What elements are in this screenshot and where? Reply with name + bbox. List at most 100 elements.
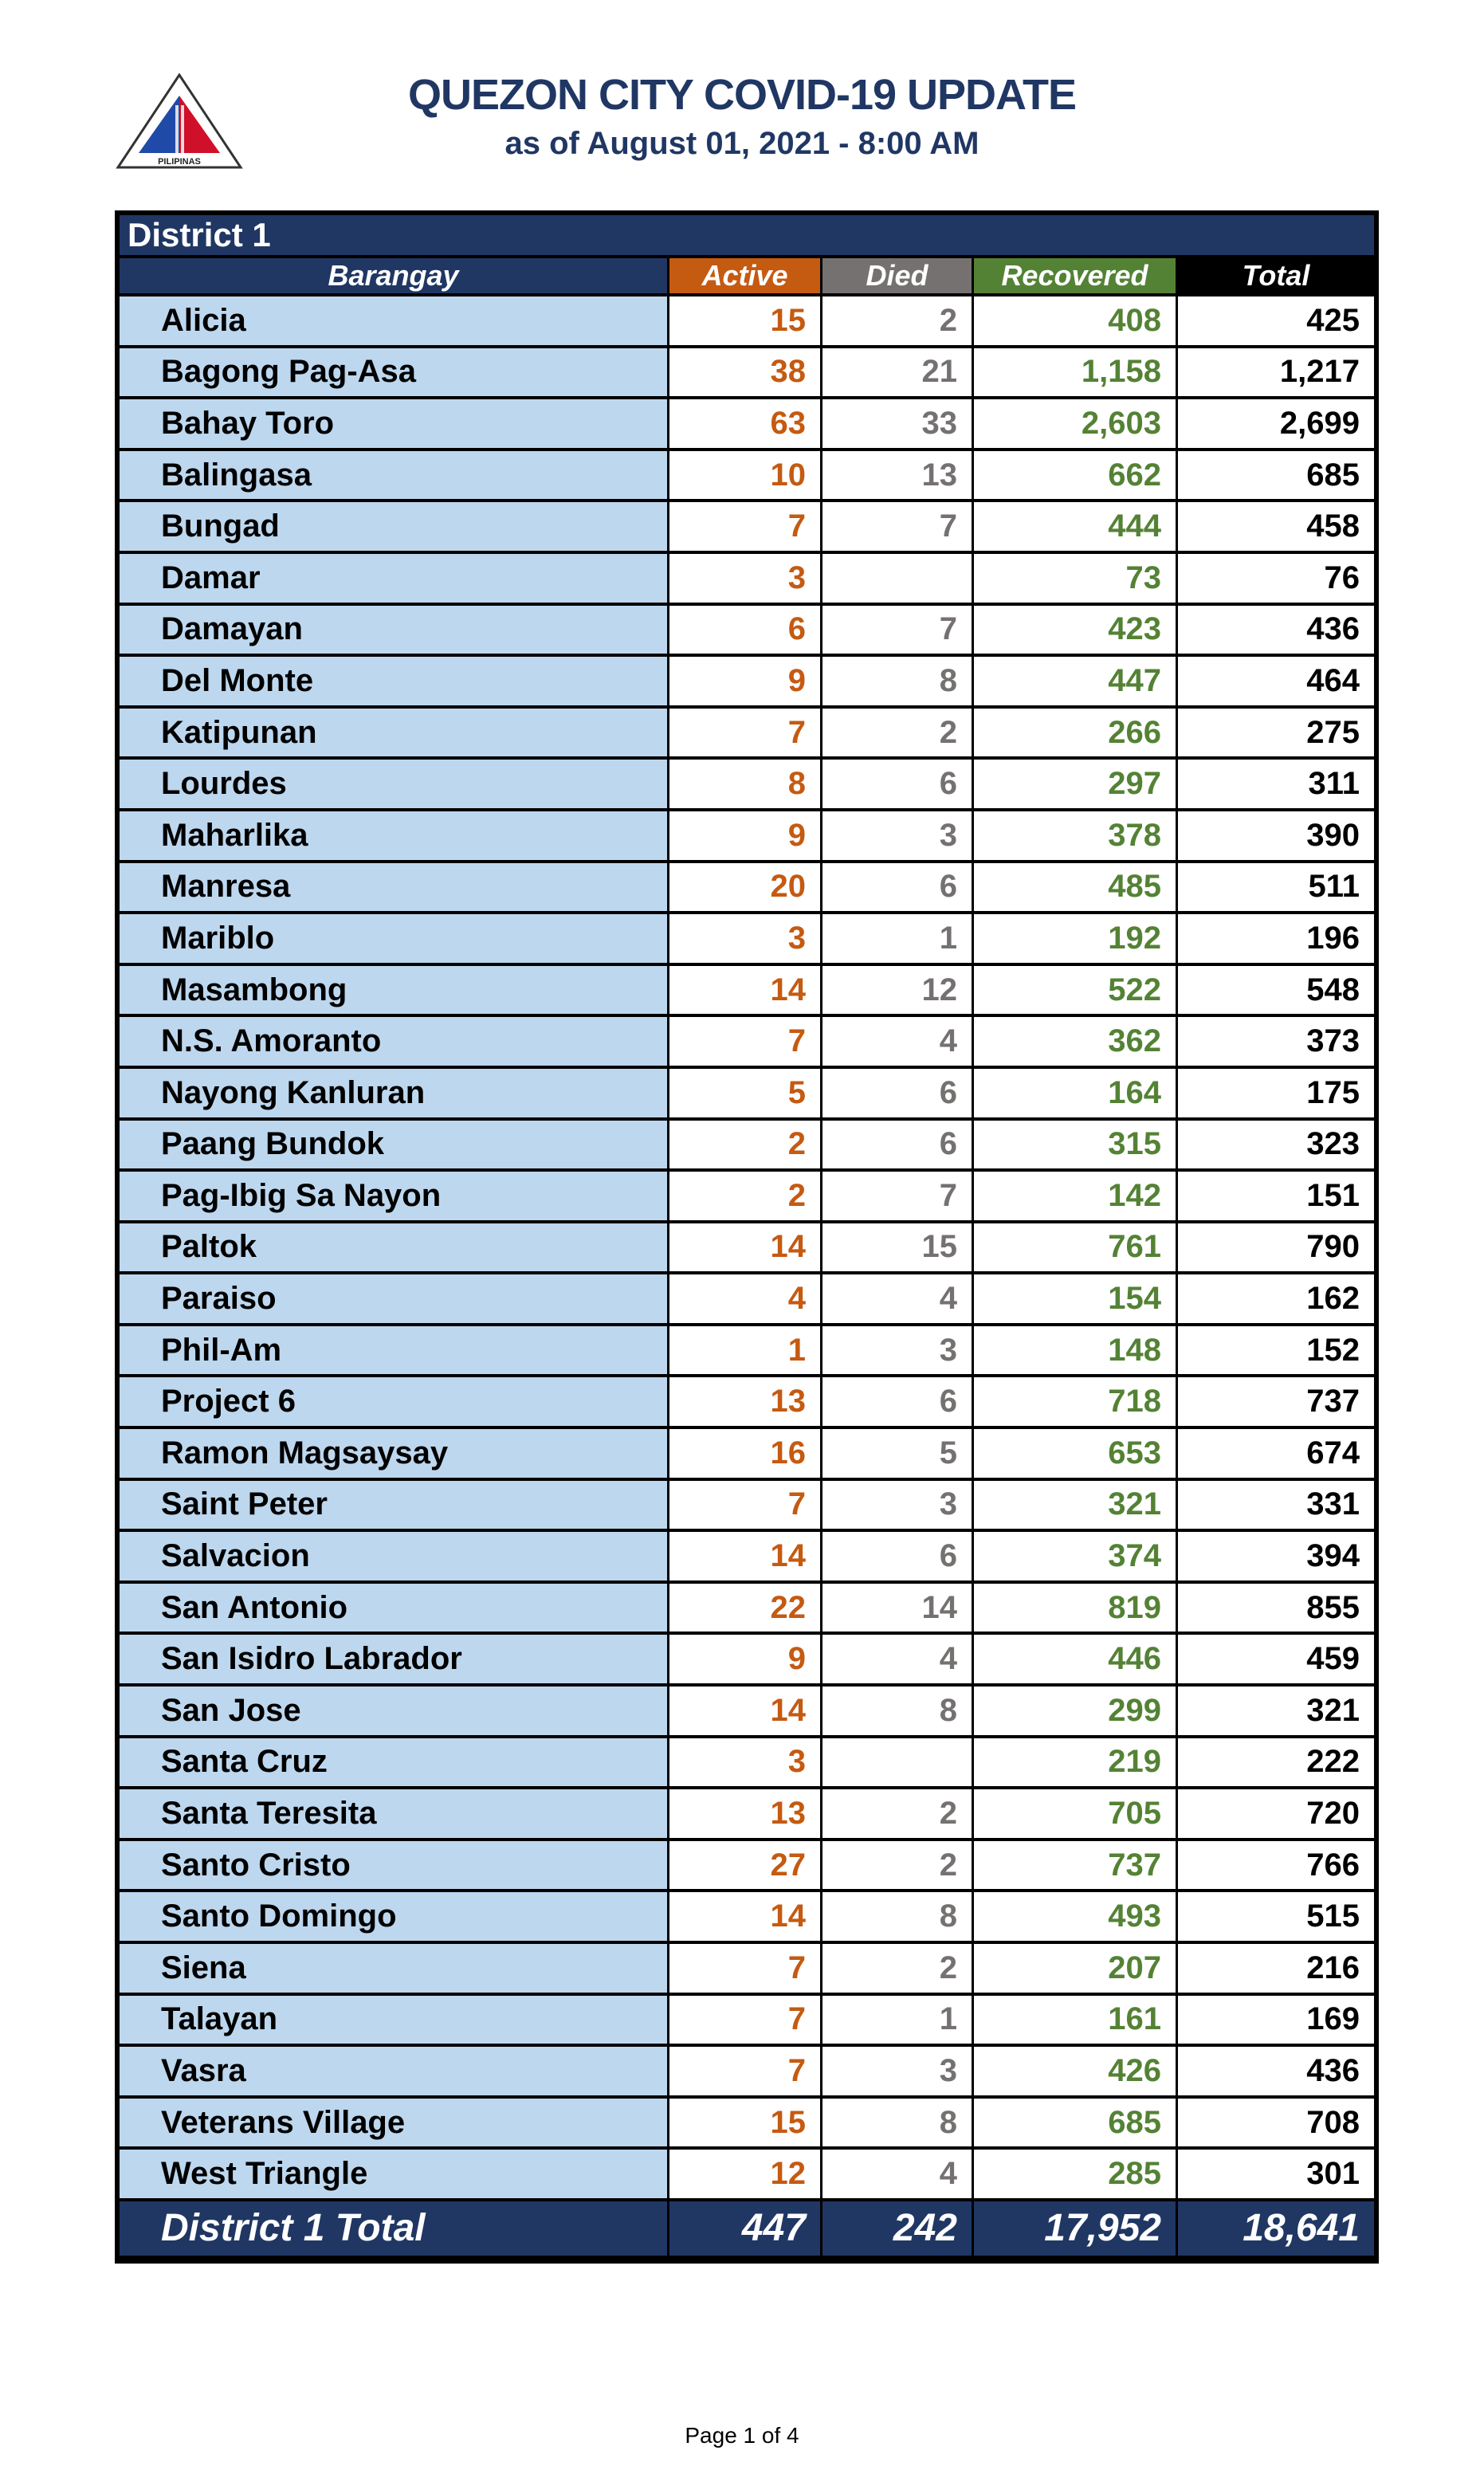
cell-total: 373 <box>1178 1017 1374 1066</box>
cell-recovered: 423 <box>974 605 1178 654</box>
table-row: Alicia 15 2 408 425 <box>120 296 1374 348</box>
cell-recovered: 522 <box>974 965 1178 1015</box>
cell-recovered: 299 <box>974 1687 1178 1735</box>
cell-active: 15 <box>669 296 822 345</box>
cell-died: 4 <box>822 1017 974 1066</box>
table-row: Santo Domingo 14 8 493 515 <box>120 1892 1374 1944</box>
table-row: Damayan 6 7 423 436 <box>120 605 1374 658</box>
cell-barangay: Ramon Magsaysay <box>120 1429 669 1478</box>
table-row: Nayong Kanluran 5 6 164 175 <box>120 1068 1374 1121</box>
cell-barangay: Masambong <box>120 965 669 1015</box>
header-recovered: Recovered <box>974 258 1178 293</box>
cell-total: 436 <box>1178 2047 1374 2095</box>
cell-total: 76 <box>1178 553 1374 603</box>
table-row: Santa Teresita 13 2 705 720 <box>120 1789 1374 1841</box>
cell-active: 13 <box>669 1789 822 1838</box>
cell-died: 7 <box>822 502 974 551</box>
cell-total: 321 <box>1178 1687 1374 1735</box>
cell-total: 458 <box>1178 502 1374 551</box>
cell-died: 12 <box>822 965 974 1015</box>
table-row: Phil-Am 1 3 148 152 <box>120 1325 1374 1378</box>
cell-active: 14 <box>669 1687 822 1735</box>
cell-recovered: 426 <box>974 2047 1178 2095</box>
cell-died: 8 <box>822 1892 974 1941</box>
cell-active: 1 <box>669 1325 822 1375</box>
cell-barangay: Project 6 <box>120 1377 669 1427</box>
table-row: Siena 7 2 207 216 <box>120 1944 1374 1996</box>
cell-recovered: 2,603 <box>974 399 1178 448</box>
cell-total: 766 <box>1178 1840 1374 1890</box>
cell-died: 3 <box>822 1325 974 1375</box>
cell-active: 7 <box>669 1017 822 1066</box>
page-title: QUEZON CITY COVID-19 UPDATE <box>407 71 1077 119</box>
cell-active: 9 <box>669 811 822 860</box>
cell-total: 222 <box>1178 1738 1374 1787</box>
cell-total: 855 <box>1178 1583 1374 1632</box>
cell-barangay: Santo Cristo <box>120 1840 669 1890</box>
table-row: Masambong 14 12 522 548 <box>120 965 1374 1018</box>
cell-total: 425 <box>1178 296 1374 345</box>
cell-recovered: 73 <box>974 553 1178 603</box>
header-barangay: Barangay <box>120 258 669 293</box>
page-number: Page 1 of 4 <box>685 2423 799 2448</box>
cell-active: 14 <box>669 1532 822 1581</box>
table-row: Talayan 7 1 161 169 <box>120 1995 1374 2048</box>
cell-total: 685 <box>1178 450 1374 500</box>
cell-died <box>822 553 974 603</box>
table-row: Bahay Toro 63 33 2,603 2,699 <box>120 399 1374 451</box>
cell-recovered: 362 <box>974 1017 1178 1066</box>
cell-total: 301 <box>1178 2150 1374 2198</box>
cell-active: 14 <box>669 1223 822 1272</box>
cell-died: 8 <box>822 1687 974 1735</box>
table-row: Del Monte 9 8 447 464 <box>120 657 1374 709</box>
cell-died: 1 <box>822 1995 974 2044</box>
cell-recovered: 718 <box>974 1377 1178 1427</box>
cell-died <box>822 1738 974 1787</box>
cell-active: 4 <box>669 1274 822 1323</box>
cell-died: 2 <box>822 1840 974 1890</box>
cell-recovered: 142 <box>974 1172 1178 1220</box>
page-subtitle: as of August 01, 2021 - 8:00 AM <box>504 126 980 161</box>
table-row: Manresa 20 6 485 511 <box>120 862 1374 915</box>
table-row: Katipunan 7 2 266 275 <box>120 708 1374 760</box>
cell-active: 63 <box>669 399 822 448</box>
cell-barangay: Del Monte <box>120 657 669 705</box>
cell-active: 2 <box>669 1172 822 1220</box>
cell-recovered: 819 <box>974 1583 1178 1632</box>
table-row: West Triangle 12 4 285 301 <box>120 2150 1374 2201</box>
cell-barangay: Lourdes <box>120 760 669 808</box>
cell-recovered: 148 <box>974 1325 1178 1375</box>
cell-barangay: Salvacion <box>120 1532 669 1581</box>
cell-died: 4 <box>822 2150 974 2198</box>
cell-total: 331 <box>1178 1480 1374 1529</box>
cell-died: 13 <box>822 450 974 500</box>
table-row: Paraiso 4 4 154 162 <box>120 1274 1374 1326</box>
cell-total: 2,699 <box>1178 399 1374 448</box>
cell-died: 6 <box>822 1532 974 1581</box>
cell-total: 311 <box>1178 760 1374 808</box>
cell-barangay: San Antonio <box>120 1583 669 1632</box>
cell-barangay: Alicia <box>120 296 669 345</box>
cell-died: 7 <box>822 1172 974 1220</box>
district-title: District 1 <box>120 215 1374 255</box>
cell-total: 511 <box>1178 862 1374 912</box>
cell-active: 7 <box>669 1480 822 1529</box>
table-row: Ramon Magsaysay 16 5 653 674 <box>120 1429 1374 1481</box>
cell-died: 7 <box>822 605 974 654</box>
cell-barangay: Damar <box>120 553 669 603</box>
cell-died: 2 <box>822 1944 974 1993</box>
table-row: San Antonio 22 14 819 855 <box>120 1583 1374 1635</box>
table-row: Balingasa 10 13 662 685 <box>120 450 1374 503</box>
cell-died: 2 <box>822 1789 974 1838</box>
cell-total: 216 <box>1178 1944 1374 1993</box>
cell-died: 3 <box>822 811 974 860</box>
total-active: 447 <box>669 2201 822 2256</box>
cell-died: 21 <box>822 348 974 397</box>
table-row: Veterans Village 15 8 685 708 <box>120 2098 1374 2150</box>
cell-total: 196 <box>1178 914 1374 963</box>
table-row: Damar 3 73 76 <box>120 553 1374 606</box>
district-table: District 1 Barangay Active Died Recovere… <box>115 210 1379 2264</box>
cell-barangay: Bungad <box>120 502 669 551</box>
cell-active: 7 <box>669 502 822 551</box>
table-row: Lourdes 8 6 297 311 <box>120 760 1374 811</box>
